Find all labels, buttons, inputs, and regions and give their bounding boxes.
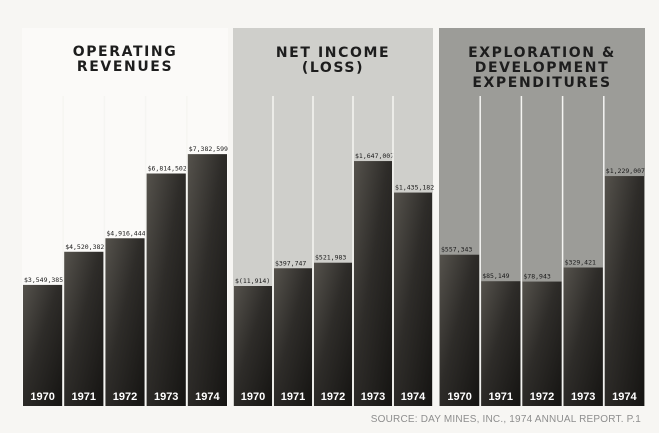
bar-revenues-1974: $7,382,599 1974 — [187, 145, 228, 406]
bar-year-label: 1974 — [401, 391, 426, 403]
bar-revenues-1973: $6,814,502 1973 — [146, 165, 187, 406]
bar-year-label: 1973 — [154, 391, 178, 403]
bar-rect — [146, 173, 186, 406]
chart-title-net-income: NET INCOME (LOSS) — [233, 46, 433, 76]
bar-net-income-1971: $397,747 1971 — [274, 259, 312, 406]
bar-year-label: 1972 — [113, 391, 137, 403]
bar-year-label: 1970 — [241, 391, 265, 403]
bar-value-label: $3,549,385 — [24, 276, 63, 284]
bar-year-label: 1973 — [361, 391, 385, 403]
bar-year-label: 1970 — [447, 391, 471, 403]
bar-value-label: $1,435,182 — [395, 184, 434, 192]
bar-value-label: $4,520,382 — [65, 243, 104, 251]
bar-rect — [354, 161, 392, 406]
bar-exploration-1971: $85,149 1971 — [481, 272, 521, 406]
bar-value-label: $78,943 — [523, 273, 550, 281]
title-line: DEVELOPMENT — [474, 60, 610, 76]
bar-revenues-1971: $4,520,382 1971 — [64, 243, 104, 406]
bar-rect — [522, 281, 562, 406]
bar-net-income-1970: $(11,914) 1970 — [234, 277, 272, 406]
bar-rect — [23, 284, 63, 406]
bar-net-income-1972: $521,983 1972 — [314, 254, 352, 406]
bar-year-label: 1973 — [571, 391, 595, 403]
title-line: OPERATING — [72, 44, 178, 60]
bar-value-label: $1,229,007 — [606, 167, 645, 175]
bar-value-label: $521,983 — [315, 254, 346, 262]
bar-value-label: $(11,914) — [235, 277, 270, 285]
bar-value-label: $397,747 — [275, 259, 306, 267]
bar-revenues-1972: $4,916,444 1972 — [105, 229, 146, 406]
bar-year-label: 1971 — [72, 391, 96, 403]
bar-exploration-1972: $78,943 1972 — [522, 273, 562, 406]
bar-rect — [274, 268, 312, 406]
title-line: EXPENDITURES — [472, 75, 612, 91]
bar-value-label: $4,916,444 — [106, 229, 145, 237]
bar-value-label: $329,421 — [565, 259, 596, 267]
title-line: REVENUES — [76, 59, 174, 75]
bar-value-label: $1,647,007 — [355, 152, 394, 160]
bar-rect — [604, 176, 644, 406]
bar-rect — [64, 251, 104, 406]
bar-rect — [234, 286, 272, 406]
title-line: (LOSS) — [301, 60, 365, 76]
bar-rect — [563, 267, 603, 406]
bar-year-label: 1971 — [489, 391, 513, 403]
bar-rect — [314, 262, 352, 406]
bar-year-label: 1974 — [612, 391, 637, 403]
bar-year-label: 1970 — [30, 391, 54, 403]
bar-year-label: 1971 — [281, 391, 305, 403]
bar-net-income-1973: $1,647,007 1973 — [354, 152, 394, 406]
chart-title-exploration: EXPLORATION & DEVELOPMENT EXPENDITURES — [439, 46, 645, 91]
bar-rect — [481, 281, 521, 406]
bar-rect — [187, 154, 227, 406]
bar-value-label: $6,814,502 — [148, 165, 187, 173]
bar-year-label: 1972 — [321, 391, 345, 403]
bar-value-label: $85,149 — [482, 272, 509, 280]
bar-value-label: $557,343 — [441, 246, 472, 254]
bar-rect — [440, 254, 480, 406]
bar-value-label: $7,382,599 — [189, 145, 228, 153]
bar-year-label: 1972 — [530, 391, 554, 403]
bar-rect — [105, 238, 145, 406]
title-line: EXPLORATION & — [468, 45, 616, 61]
title-line: NET INCOME — [275, 45, 391, 61]
bar-net-income-1974: $1,435,182 1974 — [394, 184, 434, 406]
bar-rect — [394, 192, 432, 406]
bar-revenues-1970: $3,549,385 1970 — [23, 276, 63, 406]
source-note: SOURCE: DAY MINES, INC., 1974 ANNUAL REP… — [370, 414, 641, 425]
bar-year-label: 1974 — [195, 391, 220, 403]
bar-exploration-1973: $329,421 1973 — [563, 259, 603, 406]
chart-title-operating-revenues: OPERATING REVENUES — [22, 45, 228, 75]
bar-exploration-1970: $557,343 1970 — [440, 246, 480, 406]
bar-exploration-1974: $1,229,007 1974 — [604, 167, 645, 406]
